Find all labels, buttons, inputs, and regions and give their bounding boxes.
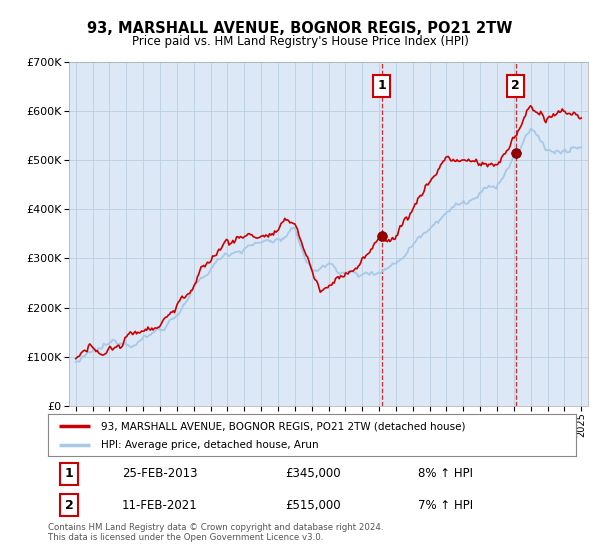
Text: 1: 1 (377, 79, 386, 92)
Text: 2: 2 (511, 79, 520, 92)
Text: 93, MARSHALL AVENUE, BOGNOR REGIS, PO21 2TW (detached house): 93, MARSHALL AVENUE, BOGNOR REGIS, PO21 … (101, 421, 466, 431)
Text: Contains HM Land Registry data © Crown copyright and database right 2024.
This d: Contains HM Land Registry data © Crown c… (48, 523, 383, 543)
Text: 11-FEB-2021: 11-FEB-2021 (122, 498, 197, 512)
Text: 8% ↑ HPI: 8% ↑ HPI (418, 467, 473, 480)
Text: 2: 2 (65, 498, 73, 512)
Text: 93, MARSHALL AVENUE, BOGNOR REGIS, PO21 2TW: 93, MARSHALL AVENUE, BOGNOR REGIS, PO21 … (88, 21, 512, 36)
Text: HPI: Average price, detached house, Arun: HPI: Average price, detached house, Arun (101, 440, 319, 450)
Text: 25-FEB-2013: 25-FEB-2013 (122, 467, 197, 480)
Text: £515,000: £515,000 (286, 498, 341, 512)
Text: 7% ↑ HPI: 7% ↑ HPI (418, 498, 473, 512)
Text: 1: 1 (65, 467, 73, 480)
Text: Price paid vs. HM Land Registry's House Price Index (HPI): Price paid vs. HM Land Registry's House … (131, 35, 469, 48)
Text: £345,000: £345,000 (286, 467, 341, 480)
